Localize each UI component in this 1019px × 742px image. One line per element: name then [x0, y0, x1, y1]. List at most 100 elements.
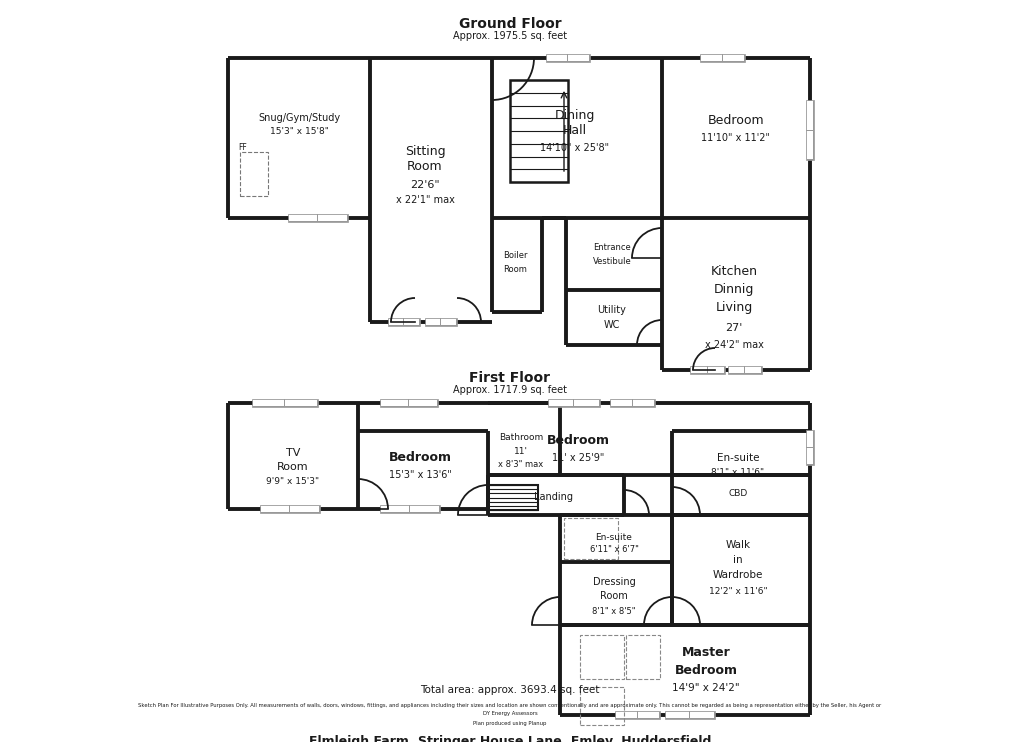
Text: in: in [733, 555, 742, 565]
Text: x 22'1" max: x 22'1" max [395, 195, 454, 205]
Text: Approx. 1717.9 sq. feet: Approx. 1717.9 sq. feet [452, 385, 567, 395]
Bar [546, 55, 588, 61]
Text: En-suite: En-suite [716, 453, 758, 463]
Text: Walk: Walk [725, 540, 750, 550]
Bar [626, 635, 659, 679]
Bar [615, 712, 658, 718]
Bar [806, 431, 812, 464]
Text: Kitchen: Kitchen [710, 266, 757, 278]
Text: Dressing: Dressing [592, 577, 635, 587]
Text: Bedroom: Bedroom [546, 435, 609, 447]
Text: Room: Room [277, 462, 309, 472]
Bar [387, 318, 420, 326]
Text: Sketch Plan For Illustrative Purposes Only. All measurements of walls, doors, wi: Sketch Plan For Illustrative Purposes On… [139, 703, 880, 708]
Text: Ground Floor: Ground Floor [459, 17, 560, 31]
Bar [380, 505, 439, 513]
Bar [690, 367, 723, 373]
Bar [805, 447, 813, 448]
Bar [609, 399, 654, 407]
Bar [729, 367, 760, 373]
Bar [510, 80, 568, 182]
Text: Room: Room [407, 160, 442, 174]
Bar [288, 215, 346, 221]
Bar [806, 101, 812, 159]
Text: Hall: Hall [562, 123, 587, 137]
Text: En-suite: En-suite [595, 533, 632, 542]
Text: 8'1" x 8'5": 8'1" x 8'5" [592, 606, 635, 616]
Text: Master: Master [681, 646, 730, 660]
Text: 14'10" x 25'8": 14'10" x 25'8" [540, 143, 609, 153]
Bar [547, 399, 599, 407]
Text: Bedroom: Bedroom [674, 663, 737, 677]
Bar [260, 505, 320, 513]
Bar [253, 400, 317, 406]
Text: Bedroom: Bedroom [388, 451, 451, 464]
Text: 8'1" x 11'6": 8'1" x 11'6" [710, 468, 764, 478]
Bar [545, 54, 589, 62]
Text: Room: Room [502, 266, 527, 275]
Bar [487, 485, 537, 510]
Text: Wardrobe: Wardrobe [712, 570, 762, 580]
Text: Dinnig: Dinnig [713, 283, 753, 297]
Text: 14'9" x 24'2": 14'9" x 24'2" [672, 683, 739, 693]
Text: TV: TV [285, 448, 300, 458]
Bar [664, 711, 714, 719]
Text: Sitting: Sitting [405, 145, 445, 159]
Text: 11'10" x 11'2": 11'10" x 11'2" [701, 133, 769, 143]
Bar [261, 506, 319, 512]
Text: 15'3" x 13'6": 15'3" x 13'6" [388, 470, 451, 480]
Bar [252, 399, 318, 407]
Text: FF: FF [238, 143, 248, 153]
Bar [805, 130, 813, 131]
Text: Boiler: Boiler [502, 252, 527, 260]
Text: DY Energy Assessors: DY Energy Assessors [482, 712, 537, 717]
Bar [381, 506, 438, 512]
Text: 11': 11' [514, 447, 528, 456]
Text: Approx. 1975.5 sq. feet: Approx. 1975.5 sq. feet [452, 31, 567, 41]
Bar [699, 54, 744, 62]
Text: Elmleigh Farm, Stringer House Lane, Emley, Huddersfield: Elmleigh Farm, Stringer House Lane, Emle… [309, 735, 710, 742]
Bar [689, 366, 725, 374]
Text: 6'11" x 6'7": 6'11" x 6'7" [589, 545, 638, 554]
Text: 11' x 25'9": 11' x 25'9" [551, 453, 603, 463]
Bar [239, 152, 268, 196]
Bar [388, 319, 419, 325]
Text: Utility: Utility [597, 305, 626, 315]
Text: Total area: approx. 3693.4 sq. feet: Total area: approx. 3693.4 sq. feet [420, 685, 599, 695]
Bar [614, 711, 659, 719]
Text: First Floor: First Floor [469, 371, 550, 385]
Text: Bedroom: Bedroom [707, 114, 763, 126]
Bar [805, 100, 813, 160]
Bar [580, 687, 624, 725]
Text: Dining: Dining [554, 108, 595, 122]
Text: x 8'3" max: x 8'3" max [498, 461, 543, 470]
Bar [580, 635, 624, 679]
Bar [380, 399, 437, 407]
Text: Bathroom: Bathroom [498, 433, 542, 442]
Bar [381, 400, 436, 406]
Bar [805, 430, 813, 465]
Bar [610, 400, 653, 406]
Text: 15'3" x 15'8": 15'3" x 15'8" [269, 128, 328, 137]
Text: CBD: CBD [728, 488, 747, 497]
Text: Living: Living [714, 301, 752, 315]
Text: Snug/Gym/Study: Snug/Gym/Study [258, 113, 339, 123]
Text: x 24'2" max: x 24'2" max [704, 340, 762, 350]
Text: 12'2" x 11'6": 12'2" x 11'6" [708, 586, 766, 596]
Text: 9'9" x 15'3": 9'9" x 15'3" [266, 478, 319, 487]
Bar [425, 318, 457, 326]
Text: WC: WC [603, 320, 620, 330]
Text: Landing: Landing [534, 492, 573, 502]
Bar [665, 712, 713, 718]
Bar [564, 518, 618, 559]
Text: Room: Room [599, 591, 628, 601]
Text: 27': 27' [725, 323, 742, 333]
Bar [287, 214, 347, 222]
Text: 22'6": 22'6" [410, 180, 439, 190]
Text: Vestibule: Vestibule [592, 257, 631, 266]
Text: Entrance: Entrance [592, 243, 631, 252]
Text: Plan produced using Planup: Plan produced using Planup [473, 720, 546, 726]
Bar [426, 319, 455, 325]
Bar [700, 55, 743, 61]
Bar [548, 400, 598, 406]
